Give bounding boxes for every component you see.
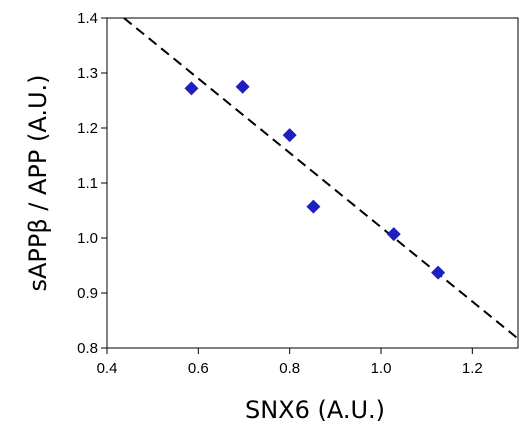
data-point bbox=[235, 79, 250, 94]
data-point bbox=[386, 227, 401, 242]
y-axis-ticks: 0.8 0.9 1.0 1.1 1.2 1.3 1.4 bbox=[77, 10, 107, 357]
x-axis-ticks: 0.4 0.6 0.8 1.0 1.2 bbox=[97, 348, 483, 377]
x-axis-title: SNX6 (A.U.) bbox=[245, 396, 385, 424]
trendline-group bbox=[123, 17, 519, 340]
data-point bbox=[306, 199, 321, 214]
x-tick-label: 0.4 bbox=[97, 360, 118, 377]
y-tick-label: 1.0 bbox=[77, 230, 98, 247]
y-tick-label: 1.3 bbox=[77, 65, 98, 82]
y-tick-label: 0.9 bbox=[77, 285, 98, 302]
x-tick-label: 0.8 bbox=[279, 360, 300, 377]
y-tick-label: 1.4 bbox=[77, 10, 98, 27]
x-tick-label: 1.2 bbox=[462, 360, 483, 377]
data-point bbox=[282, 128, 297, 143]
y-tick-label: 1.2 bbox=[77, 120, 98, 137]
x-tick-label: 0.6 bbox=[188, 360, 209, 377]
data-point bbox=[184, 81, 199, 96]
data-point bbox=[431, 265, 446, 280]
plot-area bbox=[106, 17, 519, 349]
data-points bbox=[184, 79, 446, 280]
trendline bbox=[123, 17, 519, 340]
y-axis-title: sAPPβ / APP (A.U.) bbox=[24, 74, 52, 291]
y-tick-label: 0.8 bbox=[77, 340, 98, 357]
y-tick-label: 1.1 bbox=[77, 175, 98, 192]
x-tick-label: 1.0 bbox=[371, 360, 392, 377]
